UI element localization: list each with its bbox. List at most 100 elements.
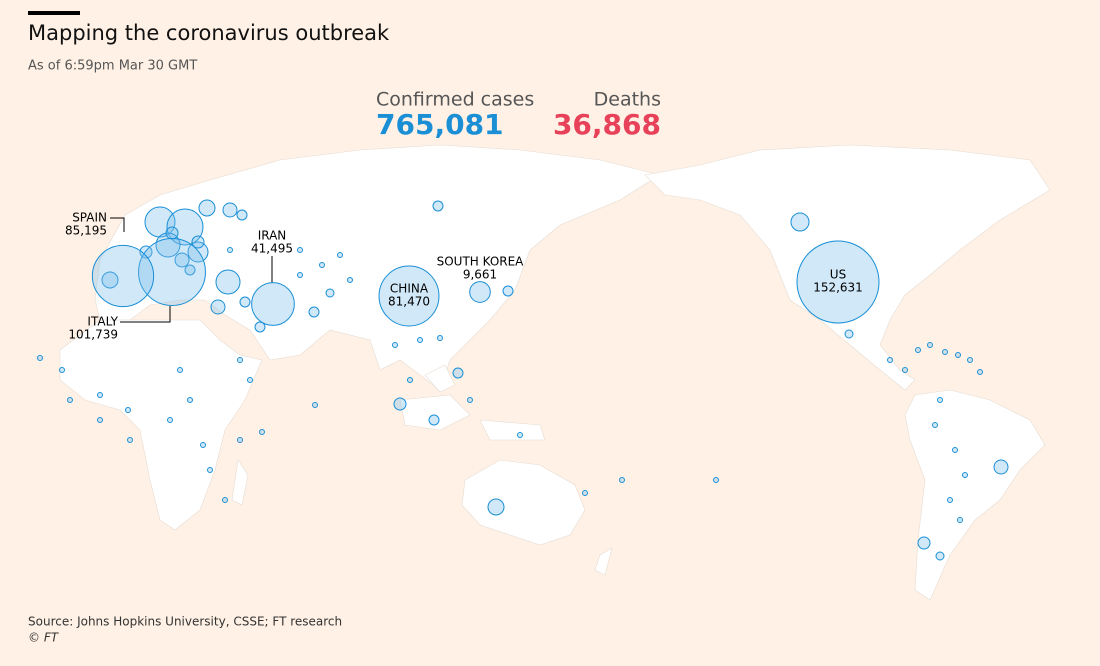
bubble [237, 357, 243, 363]
bubble [200, 442, 206, 448]
bubble [393, 397, 407, 411]
country-name: CHINA [390, 282, 429, 296]
credit: © FT [28, 631, 60, 645]
bubble [237, 437, 243, 443]
bubble [967, 357, 973, 363]
bubble [417, 337, 423, 343]
bubble [187, 397, 193, 403]
bubble [187, 241, 209, 263]
case-count: 41,495 [251, 242, 293, 256]
bubble [125, 407, 131, 413]
bubble [582, 490, 588, 496]
confirmed-value: 765,081 [376, 108, 504, 141]
case-count: 85,195 [65, 224, 107, 238]
country-bubble [91, 244, 155, 308]
bubble [165, 226, 179, 240]
bubble [337, 252, 343, 258]
bubble [915, 347, 921, 353]
country-bubble [469, 281, 491, 303]
bubble [222, 202, 238, 218]
bubble [942, 349, 948, 355]
bubble [227, 247, 233, 253]
bubble [297, 247, 303, 253]
bubble [428, 414, 440, 426]
confirmed-label: Confirmed cases [376, 89, 534, 111]
bubble [198, 199, 216, 217]
bubble [392, 342, 398, 348]
case-count: 101,739 [68, 328, 118, 342]
bubble [935, 551, 945, 561]
bubble [713, 477, 719, 483]
bubble [502, 285, 514, 297]
bubble [184, 264, 196, 276]
country-name: SOUTH KOREA [437, 255, 525, 269]
title: Mapping the coronavirus outbreak [28, 21, 390, 45]
leaders [110, 217, 273, 323]
bubble [977, 369, 983, 375]
bubble [297, 272, 303, 278]
bubble [37, 355, 43, 361]
country-name: US [830, 268, 846, 282]
bubble [902, 367, 908, 373]
bubble [254, 321, 266, 333]
bubble [210, 299, 226, 315]
deaths-label: Deaths [594, 89, 661, 111]
country-bubble [378, 265, 440, 327]
bubble [312, 402, 318, 408]
case-count: 81,470 [388, 295, 430, 309]
bubble [467, 397, 473, 403]
bubble [239, 296, 251, 308]
bubble [236, 209, 248, 221]
country-name: IRAN [258, 229, 287, 243]
bubble [259, 429, 265, 435]
country-bubble [138, 238, 206, 306]
bubble [308, 306, 320, 318]
country-name: ITALY [87, 315, 118, 329]
bubble [174, 252, 190, 268]
bubble [207, 467, 213, 473]
bubble [927, 342, 933, 348]
bubble [407, 377, 413, 383]
bubble [247, 377, 253, 383]
bubble [952, 447, 958, 453]
bubble [437, 335, 443, 341]
bubble [222, 497, 228, 503]
bubble [955, 352, 961, 358]
country-bubble [251, 282, 295, 326]
bubble [59, 367, 65, 373]
bubble [319, 262, 325, 268]
bubble [167, 417, 173, 423]
deaths-value: 36,868 [553, 108, 661, 141]
country-bubble [796, 240, 880, 324]
bubble [101, 271, 119, 289]
bubble [191, 235, 205, 249]
bubble [790, 212, 810, 232]
bubble [432, 200, 444, 212]
bubble [177, 367, 183, 373]
bubble [932, 422, 938, 428]
bubble [619, 477, 625, 483]
bubble [517, 432, 523, 438]
case-count: 9,661 [463, 268, 497, 282]
bubble [127, 437, 133, 443]
bubble [97, 417, 103, 423]
case-count: 152,631 [813, 281, 863, 295]
bubble [844, 329, 854, 339]
bubble [962, 472, 968, 478]
bubble [947, 497, 953, 503]
bubble [215, 269, 241, 295]
bubble [452, 367, 464, 379]
bubble [887, 357, 893, 363]
bubble [487, 498, 505, 516]
bubble [67, 397, 73, 403]
minor-bubbles [37, 199, 1009, 561]
bubble [325, 288, 335, 298]
bubble [937, 397, 943, 403]
bubble [97, 392, 103, 398]
bubble [917, 536, 931, 550]
bubble [993, 459, 1009, 475]
bubble [347, 277, 353, 283]
